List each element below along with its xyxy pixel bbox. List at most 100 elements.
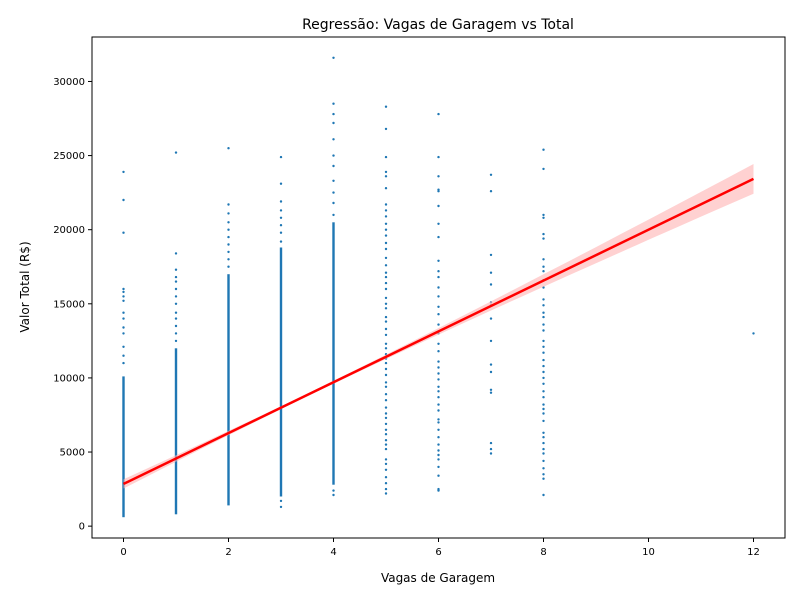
scatter-point-3-1 [279,499,283,503]
scatter-point-0-5 [122,317,125,320]
scatter-point-5-20 [384,373,388,377]
scatter-point-4-3 [332,201,335,205]
scatter-point-6-5 [437,453,440,457]
scatter-point-3-5 [279,216,283,219]
scatter-point-5-36 [384,275,388,279]
x-tick-label-8: 8 [540,547,546,558]
scatter-point-3-4 [279,224,283,227]
scatter-point-8-2 [542,473,545,476]
scatter-point-8-5 [542,452,545,455]
scatter-point-0-11 [122,231,125,234]
scatter-point-6-18 [437,372,440,375]
scatter-point-8-34 [542,258,545,261]
scatter-point-5-35 [384,281,388,285]
scatter-point-4-0 [332,493,335,497]
scatter-point-6-29 [437,275,440,279]
scatter-point-7-5 [489,370,493,374]
scatter-point-8-3 [542,467,545,470]
x-tick-label-12: 12 [747,547,760,558]
scatter-point-5-33 [384,296,388,300]
scatter-point-5-8 [384,443,388,446]
scatter-point-1-3 [174,317,178,320]
scatter-point-5-3 [384,476,388,479]
scatter-point-1-11 [174,252,178,255]
scatter-point-5-9 [384,439,388,442]
scatter-point-4-6 [332,164,335,168]
scatter-point-6-3 [437,465,440,469]
scatter-point-1-7 [174,287,178,291]
y-tick-label-20000: 20000 [53,225,85,236]
y-axis-label: Valor Total (R$) [18,241,32,332]
scatter-point-0-2 [122,345,125,348]
scatter-point-5-39 [384,256,388,260]
y-tick-label-0: 0 [79,522,85,533]
scatter-point-8-8 [542,436,545,439]
scatter-point-5-45 [384,215,388,218]
chart-title: Regressão: Vagas de Garagem vs Total [302,17,574,33]
scatter-point-5-7 [384,447,388,451]
scatter-point-6-30 [437,270,440,273]
scatter-point-5-25 [384,347,388,350]
scatter-point-5-50 [384,170,388,174]
regression-line [122,177,755,486]
x-axis-label: Vagas de Garagem [381,571,495,585]
scatter-point-5-28 [384,327,388,331]
scatter-point-5-52 [384,127,388,131]
scatter-point-5-40 [384,247,388,251]
scatter-point-8-19 [542,364,545,368]
y-tick-label-5000: 5000 [60,448,85,459]
scatter-point-5-41 [384,241,388,245]
scatter-point-8-7 [542,441,545,445]
scatter-point-7-4 [489,388,493,391]
scatter-point-7-6 [489,363,493,366]
scatter-point-5-43 [384,228,388,231]
scatter-point-1-12 [174,151,178,154]
scatter-point-8-23 [542,339,545,343]
scatter-point-2-9 [227,147,230,150]
scatter-point-0-6 [122,311,125,314]
scatter-point-0-12 [122,198,125,202]
scatter-point-3-3 [279,231,283,234]
scatter-point-8-17 [542,376,545,380]
scatter-point-8-4 [542,459,545,463]
scatter-point-5-17 [384,393,388,396]
scatter-point-5-44 [384,222,388,225]
scatter-point-1-0 [174,339,178,343]
scatter-point-5-37 [384,271,388,274]
scatter-point-6-32 [437,235,440,239]
scatter-point-0-7 [122,299,125,302]
scatter-point-7-1 [489,447,493,451]
scatter-point-cluster-4 [332,222,335,485]
scatter-point-5-14 [384,412,388,415]
x-tick-label-2: 2 [225,547,231,558]
y-tick-label-15000: 15000 [53,299,85,310]
scatter-point-1-5 [174,302,178,305]
scatter-point-0-3 [122,332,125,335]
scatter-point-7-13 [489,253,493,257]
scatter-point-8-1 [542,477,545,480]
scatter-point-6-1 [437,487,440,491]
scatter-point-6-14 [437,396,440,399]
scatter-point-6-25 [437,313,440,316]
scatter-point-1-9 [174,275,178,279]
scatter-point-5-51 [384,155,388,159]
scatter-point-1-8 [174,280,178,283]
axis-ticks: 0 2 4 6 8 10 12 0 5000 10000 15000 20000 25000 30000 [53,77,760,558]
scatter-point-8-40 [542,148,545,151]
scatter-point-6-16 [437,385,440,388]
scatter-point-6-33 [437,222,440,225]
y-tick-label-30000: 30000 [53,77,85,88]
scatter-point-5-53 [384,105,388,108]
scatter-point-5-13 [384,416,388,420]
scatter-point-8-18 [542,370,545,374]
scatter-point-8-32 [542,270,545,273]
scatter-point-5-27 [384,333,388,337]
scatter-point-0-8 [122,295,125,298]
scatter-point-5-6 [384,458,388,461]
scatter-point-6-37 [437,175,440,178]
scatter-point-8-33 [542,265,545,268]
scatter-point-0-13 [122,170,125,174]
scatter-point-1-2 [174,324,178,328]
